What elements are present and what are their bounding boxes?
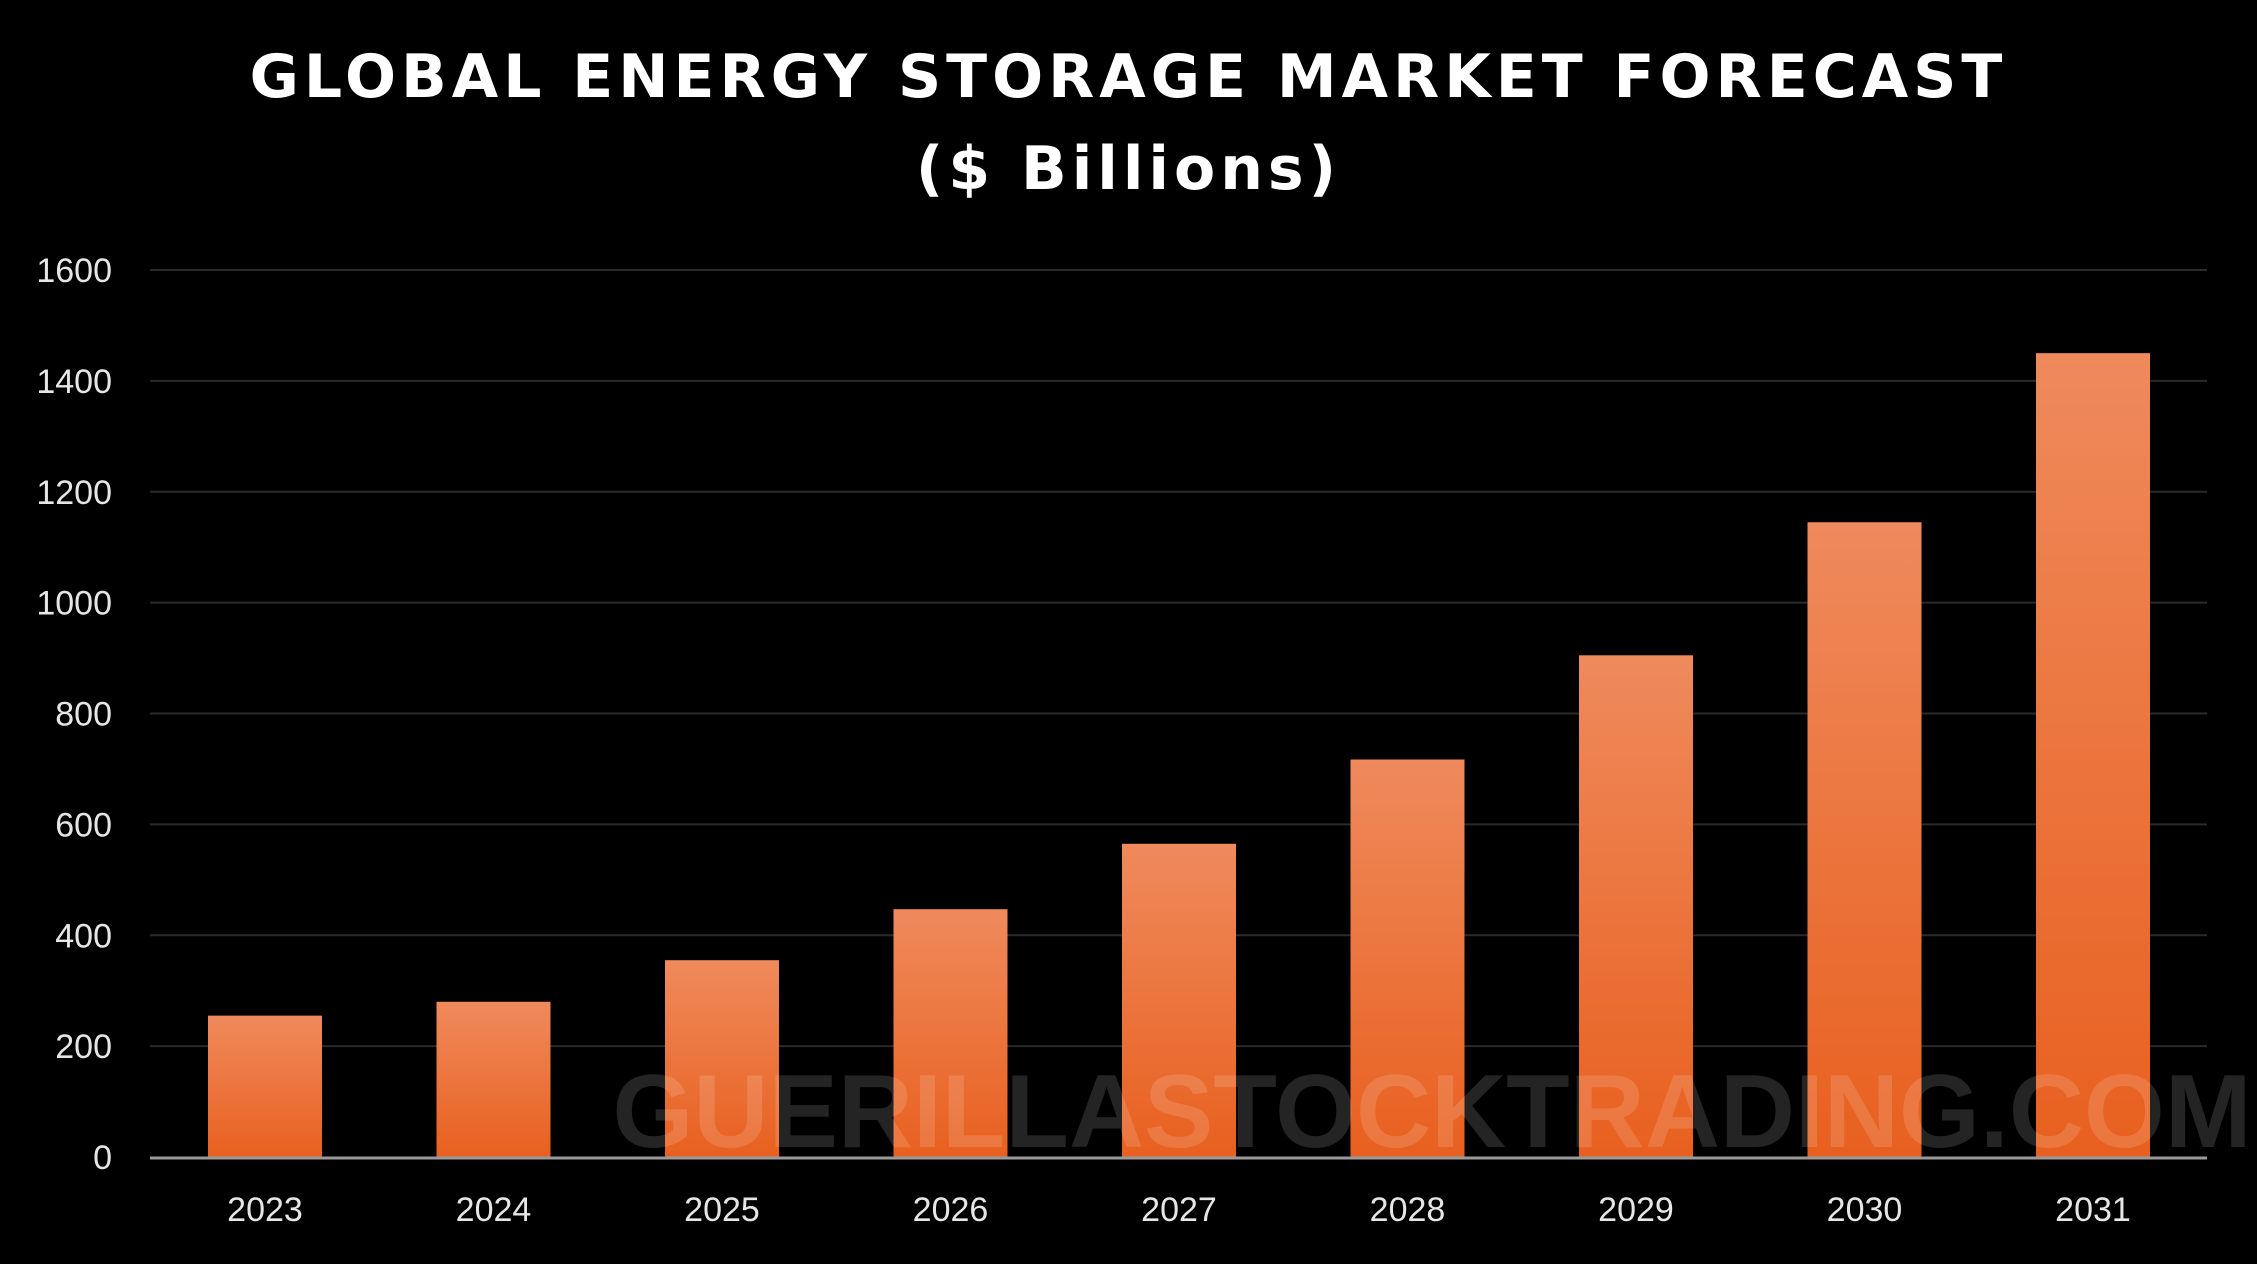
y-tick-label: 400 (55, 917, 112, 955)
bar-2026 (893, 909, 1008, 1157)
x-tick-label: 2024 (456, 1191, 532, 1229)
bar-2025 (665, 960, 779, 1157)
chart-title: GLOBAL ENERGY STORAGE MARKET FORECAST (249, 42, 2008, 112)
x-tick-label: 2030 (1827, 1191, 1903, 1229)
x-tick-label: 2026 (913, 1191, 989, 1229)
x-tick-label: 2029 (1598, 1191, 1674, 1229)
x-tick-label: 2027 (1141, 1191, 1217, 1229)
x-tick-label: 2031 (2055, 1191, 2131, 1229)
bar-2023 (208, 1015, 322, 1157)
y-tick-label: 1000 (36, 585, 112, 623)
bar-2028 (1350, 759, 1465, 1157)
bar-2027 (1122, 843, 1236, 1157)
y-tick-label: 800 (55, 696, 112, 734)
chart-subtitle: ($ Billions) (915, 134, 1342, 204)
bar-2024 (436, 1001, 551, 1157)
x-tick-label: 2023 (227, 1191, 303, 1229)
y-tick-label: 200 (55, 1028, 112, 1066)
bar-2029 (1579, 655, 1693, 1157)
y-tick-label: 1400 (36, 363, 112, 401)
y-tick-label: 600 (55, 806, 112, 844)
y-tick-label: 1600 (36, 252, 112, 290)
bars (208, 353, 2150, 1157)
x-tick-label: 2025 (684, 1191, 760, 1229)
y-axis-tick-labels: 0 200 400 600 800 1000 1200 1400 1600 (36, 252, 112, 1177)
x-tick-label: 2028 (1370, 1191, 1446, 1229)
y-tick-label: 1200 (36, 474, 112, 512)
watermark-text: GUERILLASTOCKTRADING.COM (613, 1054, 2252, 1170)
x-axis-tick-labels: 2023 2024 2025 2026 2027 2028 2029 2030 2031 (227, 1191, 2131, 1229)
bar-2030 (1807, 522, 1922, 1157)
y-tick-label: 0 (93, 1139, 112, 1177)
bar-2031 (2036, 353, 2150, 1157)
